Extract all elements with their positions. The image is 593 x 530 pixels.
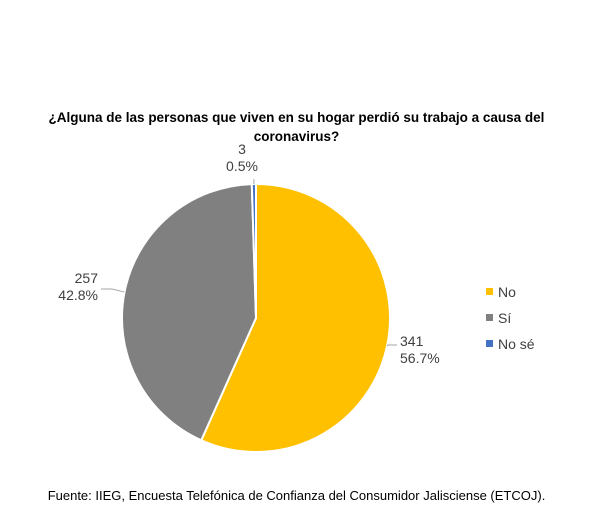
data-label-percent-no-se: 0.5% [226,158,258,174]
source-note: Fuente: IIEG, Encuesta Telefónica de Con… [47,488,546,503]
legend-label-si: Sí [498,310,511,326]
legend-swatch-si [486,314,493,321]
legend-label-no: No [498,284,516,300]
legend-swatch-no [486,288,493,295]
legend-label-no-se: No sé [498,336,535,352]
data-label-count-no-se: 3 [238,141,246,157]
pie-slice-no [199,182,391,453]
legend: No Sí No sé [486,284,535,352]
leader-line-no [386,344,397,347]
data-label-count-si: 257 [75,270,99,286]
data-label-percent-no: 56.7% [400,350,440,366]
data-label-count-no: 341 [400,333,424,349]
leader-lines [101,179,397,347]
chart-title: ¿Alguna de las personas que viven en su … [48,110,545,144]
data-label-percent-si: 42.8% [58,287,98,303]
pie-slices [121,182,391,453]
leader-line-si [101,288,125,293]
legend-swatch-no-se [486,340,493,347]
